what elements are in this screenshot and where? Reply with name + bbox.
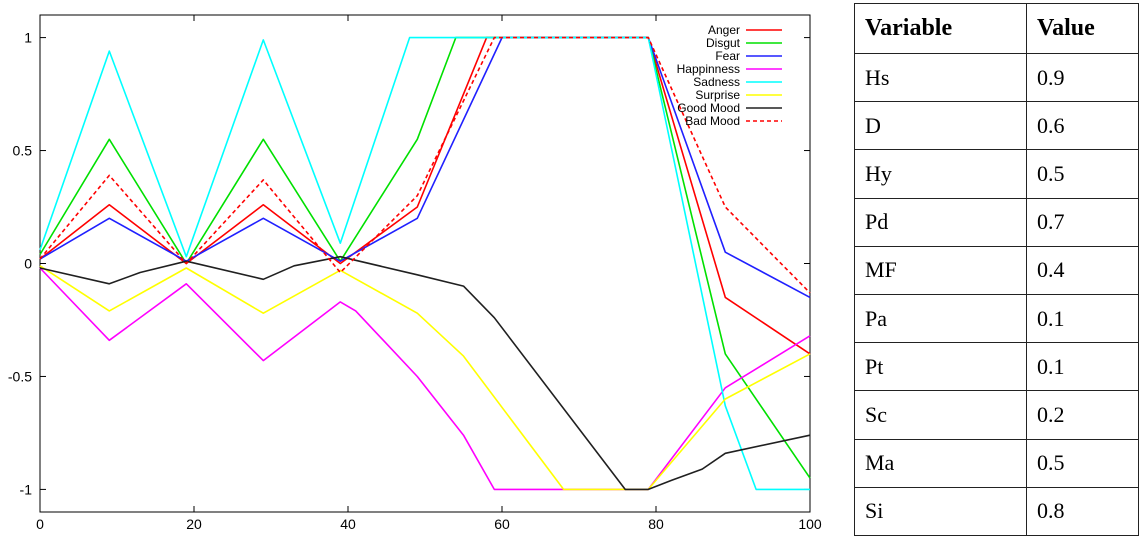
x-tick-label: 100	[798, 516, 822, 532]
header-variable: Variable	[854, 3, 1027, 54]
cell-variable: Si	[854, 486, 1027, 537]
table-row: Hs 0.9	[854, 52, 1139, 103]
legend-label-fear: Fear	[715, 49, 740, 63]
emotion-line-chart: 0 20 40 60 80 100 -1 -0.5 0 0.5 1 AngerDisgutFearH…	[8, 14, 822, 532]
cell-variable: Hy	[854, 149, 1027, 199]
legend-label-bad-mood: Bad Mood	[685, 114, 740, 128]
table-row: Pd 0.7	[854, 197, 1139, 247]
series-line-happinness	[39, 267, 811, 491]
cell-variable: Hs	[854, 52, 1027, 103]
legend-label-surprise: Surprise	[695, 88, 740, 102]
cell-value: 0.5	[1026, 149, 1139, 199]
legend-label-anger: Anger	[708, 23, 740, 37]
x-tick-label: 60	[494, 516, 510, 532]
cell-value: 0.8	[1026, 486, 1139, 537]
cell-variable: Pd	[854, 197, 1027, 247]
y-tick-label: -1	[20, 481, 33, 497]
cell-value: 0.6	[1026, 101, 1139, 151]
cell-value: 0.7	[1026, 197, 1139, 247]
series-line-surprise	[39, 265, 811, 491]
y-tick-label: 0	[24, 256, 32, 272]
cell-value: 0.1	[1026, 293, 1139, 344]
cell-value: 0.5	[1026, 438, 1139, 488]
series-layer	[39, 36, 811, 491]
cell-variable: D	[854, 101, 1027, 151]
cell-variable: MF	[854, 245, 1027, 295]
variable-value-table: Variable Value Hs 0.9 D 0.6 Hy 0.5 Pd 0.7 MF…	[854, 3, 1139, 537]
header-value: Value	[1026, 3, 1139, 54]
series-line-good-mood	[39, 255, 811, 491]
x-tick-label: 80	[648, 516, 664, 532]
legend-label-happinness: Happinness	[677, 62, 740, 76]
table-row: Pt 0.1	[854, 342, 1139, 392]
x-tick-label: 40	[340, 516, 356, 532]
axis-ticks: 0 20 40 60 80 100 -1 -0.5 0 0.5 1	[8, 15, 822, 532]
legend-label-disgut: Disgut	[706, 36, 741, 50]
legend-label-good-mood: Good Mood	[677, 101, 740, 115]
series-line-sadness	[39, 36, 810, 491]
legend-label-sadness: Sadness	[693, 75, 740, 89]
cell-variable: Pt	[854, 342, 1027, 392]
cell-variable: Pa	[854, 293, 1027, 344]
table-row: MF 0.4	[854, 245, 1139, 295]
series-line-disgut	[39, 36, 811, 479]
legend: AngerDisgutFearHappinnessSadnessSurprise…	[677, 23, 782, 128]
table-header-row: Variable Value	[854, 3, 1139, 54]
table-row: Sc 0.2	[854, 390, 1139, 440]
cell-variable: Sc	[854, 390, 1027, 440]
x-tick-label: 20	[186, 516, 202, 532]
series-line-fear	[39, 36, 811, 299]
table-row: Pa 0.1	[854, 293, 1139, 344]
table-row: Si 0.8	[854, 486, 1139, 537]
cell-value: 0.2	[1026, 390, 1139, 440]
table-row: Hy 0.5	[854, 149, 1139, 199]
cell-value: 0.4	[1026, 245, 1139, 295]
cell-value: 0.1	[1026, 342, 1139, 392]
y-tick-label: 1	[24, 30, 32, 46]
cell-value: 0.9	[1026, 52, 1139, 103]
series-line-anger	[39, 36, 811, 355]
table-row: D 0.6	[854, 101, 1139, 151]
y-tick-label: 0.5	[13, 143, 33, 159]
series-line-bad-mood	[39, 36, 811, 294]
y-tick-label: -0.5	[8, 368, 32, 384]
table-row: Ma 0.5	[854, 438, 1139, 488]
x-tick-label: 0	[36, 516, 44, 532]
cell-variable: Ma	[854, 438, 1027, 488]
